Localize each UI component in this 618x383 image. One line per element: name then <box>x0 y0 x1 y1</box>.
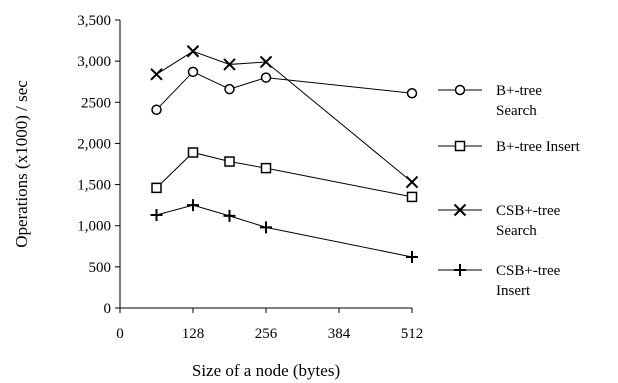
x-axis-title: Size of a node (bytes) <box>192 361 340 380</box>
x-tick-label: 384 <box>328 326 351 342</box>
legend-label: Search <box>496 103 537 119</box>
data-point <box>224 83 235 95</box>
data-point <box>260 72 272 83</box>
y-tick-label: 3,500 <box>77 13 111 29</box>
y-tick-label: 1,000 <box>77 219 111 235</box>
data-point <box>406 191 418 203</box>
series-1 <box>151 66 418 115</box>
series-layer <box>150 45 419 263</box>
x-axis-ticks: 0 128 256 384 512 <box>116 308 423 342</box>
x-tick-label: 256 <box>255 326 278 342</box>
data-point <box>187 147 199 158</box>
data-point <box>187 66 199 78</box>
series-2 <box>151 147 418 203</box>
data-point <box>151 182 162 194</box>
x-tick-label: 128 <box>182 326 205 342</box>
x-tick-label: 512 <box>401 326 424 342</box>
data-point <box>223 58 236 71</box>
y-tick-label: 0 <box>104 301 112 317</box>
y-tick-label: 2,000 <box>77 136 111 152</box>
legend-item: B+-tree Search <box>438 83 542 119</box>
series-line <box>156 151 413 198</box>
legend-marker <box>454 140 466 152</box>
legend-label: Insert <box>496 283 531 299</box>
data-point <box>150 209 163 222</box>
y-axis-title: Operations (x1000) / sec <box>12 80 31 248</box>
x-tick-label: 0 <box>116 326 124 342</box>
data-point <box>223 209 236 222</box>
legend-marker <box>453 203 467 217</box>
legend-label: B+-tree Insert <box>496 139 581 155</box>
legend-label: CSB+-tree <box>496 203 561 219</box>
data-point <box>406 250 418 263</box>
series-line <box>156 204 413 258</box>
data-point <box>151 104 162 115</box>
data-point <box>260 221 272 234</box>
y-tick-label: 3,000 <box>77 54 111 70</box>
legend-item: B+-tree Insert <box>438 139 581 155</box>
legend-label: B+-tree <box>496 83 542 99</box>
series-3 <box>150 45 419 189</box>
legend-label: Search <box>496 223 537 239</box>
data-point <box>259 55 273 69</box>
y-tick-label: 1,500 <box>77 178 111 194</box>
legend-item: CSB+-tree Search <box>438 203 561 239</box>
data-point <box>224 156 235 167</box>
data-point <box>405 175 419 189</box>
data-point <box>186 45 200 58</box>
legend-label: CSB+-tree <box>496 263 561 279</box>
data-point <box>150 68 163 81</box>
y-tick-label: 500 <box>89 260 112 276</box>
legend-item: CSB+-tree Insert <box>438 263 561 299</box>
data-point <box>406 87 418 99</box>
y-axis-ticks: 0 500 1,000 1,500 2,000 2500 3,000 3,500 <box>77 13 120 317</box>
data-point <box>260 162 272 174</box>
series-4 <box>150 199 418 263</box>
legend-marker <box>454 264 466 276</box>
y-tick-label: 2500 <box>81 95 111 111</box>
legend-marker <box>454 84 466 96</box>
legend: B+-tree Search B+-tree Insert CSB+-tree Sear… <box>438 83 581 299</box>
data-point <box>187 199 199 212</box>
